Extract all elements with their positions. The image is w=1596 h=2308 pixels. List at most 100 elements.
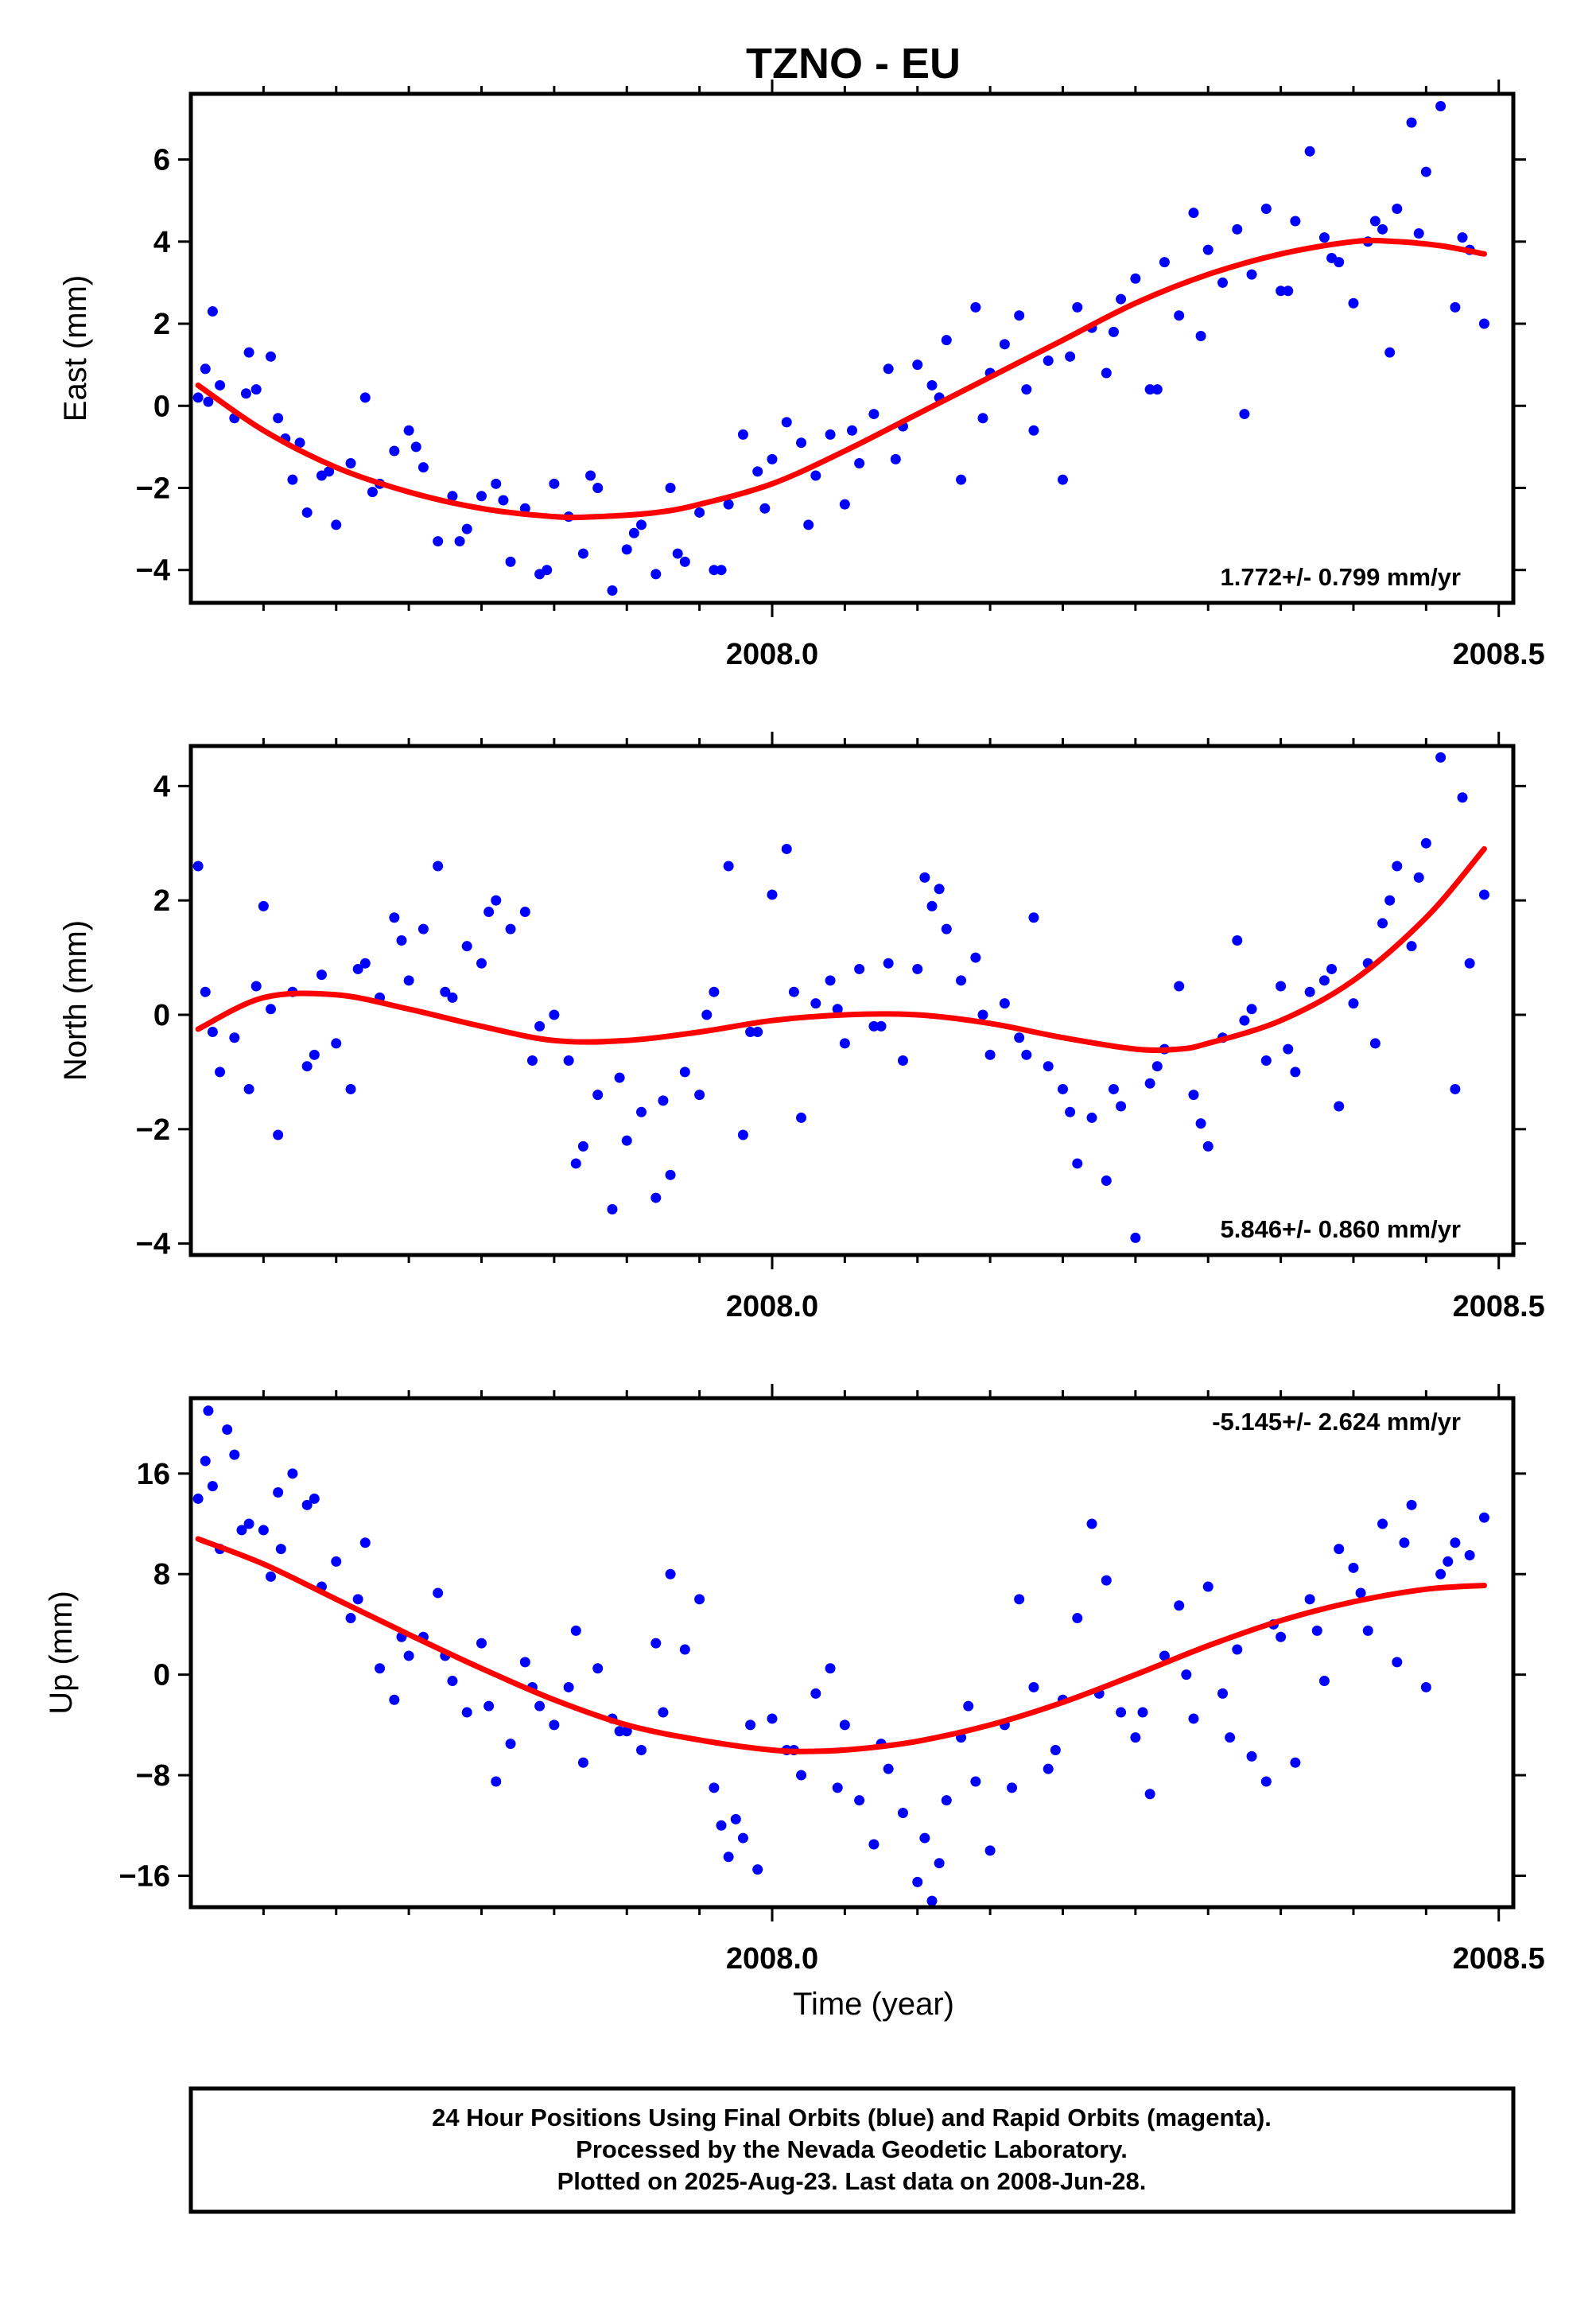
data-point: [1318, 232, 1330, 243]
data-point: [301, 507, 313, 518]
data-point: [1239, 1015, 1250, 1026]
data-point: [1159, 1650, 1170, 1661]
data-point: [258, 1525, 269, 1536]
data-point: [803, 519, 814, 530]
data-point: [716, 1820, 727, 1831]
data-point: [345, 1083, 356, 1094]
data-point: [273, 1487, 284, 1498]
data-point: [309, 1493, 320, 1504]
data-point: [1348, 998, 1359, 1009]
data-point: [549, 478, 560, 489]
data-point: [498, 495, 509, 506]
data-point: [665, 482, 676, 493]
data-point: [222, 1424, 233, 1436]
data-point: [767, 453, 778, 464]
data-point: [1464, 1550, 1475, 1561]
data-point: [1144, 1789, 1155, 1800]
data-point: [926, 379, 938, 390]
data-point: [1144, 384, 1155, 395]
data-point: [207, 306, 218, 317]
data-point: [229, 1032, 240, 1043]
footer-line-2: Processed by the Nevada Geodetic Laborat…: [576, 2135, 1128, 2163]
data-point: [868, 409, 880, 420]
data-point: [1276, 286, 1287, 297]
data-point: [461, 941, 472, 952]
data-point: [1217, 1688, 1229, 1699]
data-point: [716, 565, 727, 576]
data-point: [1043, 1763, 1054, 1774]
data-point: [1478, 1512, 1489, 1523]
data-point: [563, 1055, 574, 1067]
data-point: [752, 1864, 763, 1875]
fit-curve: [195, 1536, 1487, 1754]
x-tick-label: 2008.5: [1453, 638, 1545, 671]
data-point: [723, 861, 734, 872]
data-point: [203, 1405, 214, 1416]
data-points: [192, 752, 1489, 1243]
data-point: [570, 1158, 581, 1169]
data-point: [752, 466, 763, 477]
data-point: [258, 900, 269, 911]
data-point: [977, 1009, 988, 1020]
data-point: [461, 1707, 472, 1718]
data-point: [1276, 981, 1287, 992]
data-point: [476, 491, 487, 502]
data-point: [1283, 1043, 1294, 1055]
data-point: [454, 536, 465, 547]
data-point: [316, 969, 327, 981]
data-point: [890, 453, 901, 464]
data-point: [273, 1129, 284, 1140]
data-point: [1478, 889, 1489, 900]
data-point: [854, 458, 865, 469]
up-panel: −16 −8 0 8 16 2008.0 2008.5 -5.145+/- 2.624 mm/…: [44, 1384, 1545, 2022]
data-point: [396, 934, 407, 946]
north-panel: −4 −2 0 2 4 2008.0 2008.5 5.846+/- 0.860 mm/yr N…: [58, 732, 1545, 1323]
data-point: [1151, 1061, 1163, 1072]
data-point: [266, 1004, 277, 1015]
data-point: [331, 1556, 342, 1567]
data-point: [447, 1676, 458, 1687]
data-point: [679, 1067, 690, 1078]
x-tick-label: 2008.0: [726, 1290, 818, 1323]
data-point: [730, 1813, 741, 1824]
data-point: [403, 425, 414, 436]
data-point: [621, 1726, 632, 1737]
data-point: [367, 487, 378, 498]
data-point: [331, 1038, 342, 1049]
data-point: [1406, 941, 1417, 952]
data-point: [266, 351, 277, 362]
data-point: [1304, 986, 1315, 997]
data-point: [1028, 912, 1039, 923]
data-point: [1369, 216, 1380, 227]
data-point: [759, 503, 771, 514]
data-point: [243, 1083, 254, 1094]
data-point: [1108, 326, 1119, 337]
data-point: [1116, 293, 1127, 305]
data-point: [1217, 277, 1229, 288]
data-point: [1151, 384, 1163, 395]
data-point: [1399, 1537, 1410, 1548]
data-point: [658, 1095, 669, 1106]
data-point: [563, 1681, 574, 1692]
data-point: [1377, 918, 1388, 929]
data-point: [1021, 1049, 1032, 1060]
data-point: [207, 1481, 218, 1492]
data-point: [1311, 1625, 1322, 1636]
data-point: [1065, 1106, 1076, 1117]
data-point: [839, 1038, 850, 1049]
data-point: [236, 1525, 247, 1536]
data-point: [607, 585, 618, 596]
data-point: [1188, 208, 1199, 219]
y-axis-label: North (mm): [58, 920, 93, 1081]
data-point: [868, 1020, 880, 1032]
data-point: [1072, 1158, 1083, 1169]
data-point: [389, 912, 400, 923]
data-point: [1021, 384, 1032, 395]
data-point: [1413, 872, 1424, 883]
data-point: [1137, 1707, 1148, 1718]
east-panel: −4 −2 0 2 4 6 2008.0 2008.5 1.772+/- 0.799 mm/yr…: [58, 80, 1545, 671]
data-point: [1159, 257, 1170, 268]
y-tick-label: −8: [136, 1759, 170, 1793]
data-point: [1450, 1537, 1461, 1548]
rate-label: 1.772+/- 0.799 mm/yr: [1221, 563, 1461, 591]
